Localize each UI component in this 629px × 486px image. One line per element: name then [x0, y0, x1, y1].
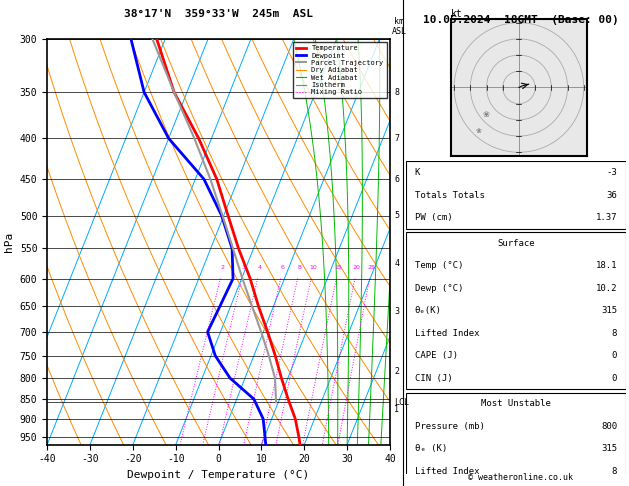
Text: Pressure (mb): Pressure (mb) [415, 422, 484, 431]
Text: 6: 6 [394, 174, 399, 184]
Text: Lifted Index: Lifted Index [415, 467, 479, 476]
Text: LCL: LCL [394, 398, 409, 407]
Text: 20: 20 [353, 265, 360, 270]
Text: Most Unstable: Most Unstable [481, 399, 551, 408]
Text: K: K [415, 168, 420, 177]
Text: Totals Totals: Totals Totals [415, 191, 484, 200]
X-axis label: Dewpoint / Temperature (°C): Dewpoint / Temperature (°C) [128, 470, 309, 480]
Y-axis label: hPa: hPa [4, 232, 14, 252]
Text: 3: 3 [242, 265, 246, 270]
Legend: Temperature, Dewpoint, Parcel Trajectory, Dry Adiabat, Wet Adiabat, Isotherm, Mi: Temperature, Dewpoint, Parcel Trajectory… [292, 42, 386, 98]
Bar [406, 161, 626, 229]
Text: 8: 8 [611, 467, 617, 476]
Text: 5: 5 [394, 211, 399, 220]
Text: kt: kt [451, 9, 463, 18]
Text: 4: 4 [258, 265, 262, 270]
Text: 38°17'N  359°33'W  245m  ASL: 38°17'N 359°33'W 245m ASL [124, 9, 313, 19]
Text: ❀: ❀ [476, 128, 481, 134]
Text: 10.05.2024  18GMT  (Base: 00): 10.05.2024 18GMT (Base: 00) [423, 15, 618, 25]
Text: 36: 36 [606, 191, 617, 200]
Text: 3: 3 [394, 307, 399, 316]
Text: θₑ (K): θₑ (K) [415, 444, 447, 453]
Text: km
ASL: km ASL [392, 17, 407, 36]
Text: Surface: Surface [497, 239, 535, 248]
Text: 6: 6 [281, 265, 284, 270]
Text: -3: -3 [606, 168, 617, 177]
Text: 18.1: 18.1 [596, 261, 617, 270]
Text: Lifted Index: Lifted Index [415, 329, 479, 338]
Text: 0: 0 [611, 351, 617, 360]
Bar [406, 232, 626, 389]
Text: ❀: ❀ [483, 110, 490, 119]
Text: © weatheronline.co.uk: © weatheronline.co.uk [468, 473, 573, 482]
Text: 315: 315 [601, 306, 617, 315]
Text: 4: 4 [394, 260, 399, 268]
Text: CAPE (J): CAPE (J) [415, 351, 457, 360]
Text: 10: 10 [309, 265, 317, 270]
Text: 800: 800 [601, 422, 617, 431]
Text: CIN (J): CIN (J) [415, 374, 452, 383]
Text: 2: 2 [394, 367, 399, 376]
Bar [406, 393, 626, 486]
Text: 25: 25 [367, 265, 376, 270]
Text: 8: 8 [298, 265, 301, 270]
Text: Temp (°C): Temp (°C) [415, 261, 463, 270]
Text: 2: 2 [221, 265, 225, 270]
Text: 8: 8 [394, 87, 399, 97]
Text: PW (cm): PW (cm) [415, 213, 452, 222]
Text: 7: 7 [394, 134, 399, 143]
Text: 8: 8 [611, 329, 617, 338]
Text: 1: 1 [394, 404, 399, 414]
Text: 1.37: 1.37 [596, 213, 617, 222]
Text: 315: 315 [601, 444, 617, 453]
Text: θₑ(K): θₑ(K) [415, 306, 442, 315]
Text: 15: 15 [335, 265, 342, 270]
Text: 0: 0 [611, 374, 617, 383]
Text: Dewp (°C): Dewp (°C) [415, 284, 463, 293]
Text: 10.2: 10.2 [596, 284, 617, 293]
